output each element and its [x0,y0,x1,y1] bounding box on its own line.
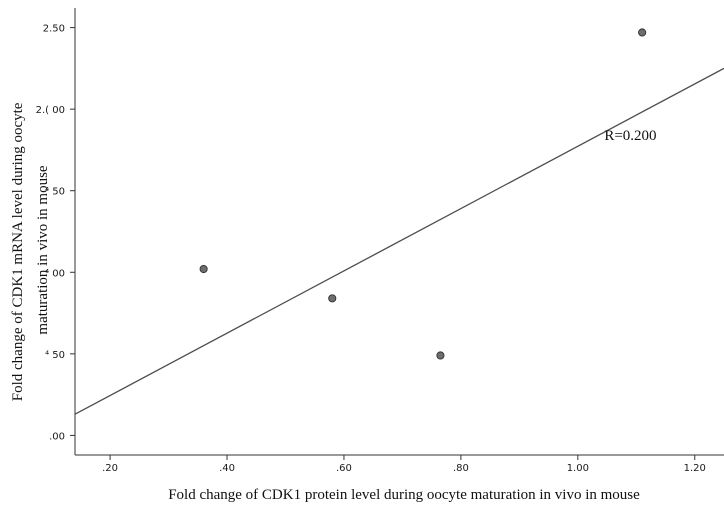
data-point [328,294,337,303]
x-tick-label: 1.00 [567,463,589,474]
y-axis-ticks: .00 ⁴ 50 ⁴ 00 ⁴ 50 2.( 00 2.50 [36,24,75,442]
x-axis-ticks: .20 .40 .60 .80 1.00 1.20 [102,455,706,474]
x-tick-label: .20 [102,463,118,474]
x-tick-label: .60 [336,463,352,474]
plot-area [74,28,724,415]
y-axis-title: Fold change of CDK1 mRNA level during oo… [10,99,51,401]
data-point [638,28,647,37]
x-tick-label: .80 [453,463,469,474]
y-axis-title-line-1: Fold change of CDK1 mRNA level during oo… [10,102,26,401]
x-axis-title: Fold change of CDK1 protein level during… [168,487,640,503]
y-tick-label: ⁴ 50 [45,350,65,361]
y-tick-label: ⁴ 00 [45,268,65,279]
y-tick-label: .00 [49,431,65,442]
y-axis-title-line-2: maturation in vivo in mouse [35,165,51,334]
fit-line [74,67,724,415]
y-tick-label: 2.( 00 [36,105,65,116]
x-tick-label: .40 [219,463,235,474]
correlation-annotation: R=0.200 [604,128,656,144]
y-tick-label: ⁴ 50 [45,187,65,198]
data-point [436,351,445,360]
data-point [199,264,208,274]
x-tick-label: 1.20 [684,463,706,474]
y-tick-label: 2.50 [43,24,65,35]
plot-frame [74,8,724,456]
